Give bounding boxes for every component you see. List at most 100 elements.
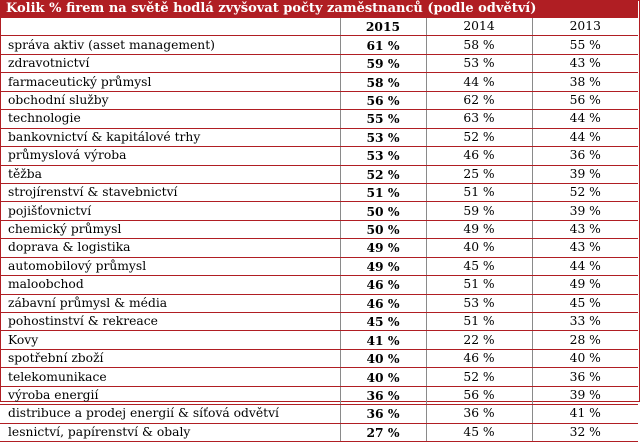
sector-cell: maloobchod xyxy=(0,275,341,295)
value-2015-cell: 53 % xyxy=(340,146,427,166)
sector-cell: lesnictví, papírenství & obaly xyxy=(0,423,341,442)
header-2014: 2014 xyxy=(426,18,533,37)
value-2013-cell: 43 % xyxy=(532,220,638,240)
sector-cell: obchodní služby xyxy=(0,91,341,111)
value-2014-cell: 51 % xyxy=(426,183,533,203)
value-2013-cell: 40 % xyxy=(532,349,638,369)
value-2015-cell: 50 % xyxy=(340,220,427,240)
table-row: spotřební zboží 40 % 46 % 40 % xyxy=(0,349,638,369)
sector-cell: strojírenství & stavebnictví xyxy=(0,183,341,203)
value-2013-cell: 44 % xyxy=(532,128,638,148)
value-2015-cell: 59 % xyxy=(340,54,427,74)
value-2014-cell: 44 % xyxy=(426,72,533,92)
value-2013-cell: 32 % xyxy=(532,423,638,442)
value-2013-cell: 49 % xyxy=(532,275,638,295)
sector-cell: chemický průmysl xyxy=(0,220,341,240)
value-2013-cell: 44 % xyxy=(532,109,638,129)
value-2015-cell: 27 % xyxy=(340,423,427,442)
value-2013-cell: 39 % xyxy=(532,165,638,184)
table-row: bankovnictví & kapitálové trhy 53 % 52 % 44… xyxy=(0,128,638,148)
value-2013-cell: 43 % xyxy=(532,238,638,258)
table-row: distribuce a prodej energií & síťová odv… xyxy=(0,404,638,424)
table-row: obchodní služby 56 % 62 % 56 % xyxy=(0,91,638,111)
value-2014-cell: 25 % xyxy=(426,165,533,184)
table-row: zábavní průmysl & média 46 % 53 % 45 % xyxy=(0,294,638,314)
header-2015: 2015 xyxy=(340,18,427,37)
sector-cell: doprava & logistika xyxy=(0,238,341,258)
value-2014-cell: 51 % xyxy=(426,312,533,332)
table-row: maloobchod 46 % 51 % 49 % xyxy=(0,275,638,295)
value-2014-cell: 46 % xyxy=(426,146,533,166)
sector-cell: telekomunikace xyxy=(0,367,341,387)
table-row: těžba 52 % 25 % 39 % xyxy=(0,165,638,184)
value-2015-cell: 41 % xyxy=(340,330,427,350)
value-2014-cell: 40 % xyxy=(426,238,533,258)
table-row: telekomunikace 40 % 52 % 36 % xyxy=(0,367,638,387)
sector-cell: zdravotnictví xyxy=(0,54,341,74)
table-row: pohostinství & rekreace 45 % 51 % 33 % xyxy=(0,312,638,332)
value-2013-cell: 43 % xyxy=(532,54,638,74)
value-2014-cell: 58 % xyxy=(426,35,533,55)
header-sector xyxy=(0,18,341,37)
value-2014-cell: 53 % xyxy=(426,294,533,314)
value-2013-cell: 55 % xyxy=(532,35,638,55)
table-row: automobilový průmysl 49 % 45 % 44 % xyxy=(0,257,638,277)
sector-cell: spotřební zboží xyxy=(0,349,341,369)
value-2013-cell: 33 % xyxy=(532,312,638,332)
value-2015-cell: 56 % xyxy=(340,91,427,111)
table-row: farmaceutický průmysl 58 % 44 % 38 % xyxy=(0,72,638,92)
value-2014-cell: 45 % xyxy=(426,423,533,442)
sector-cell: automobilový průmysl xyxy=(0,257,341,277)
value-2015-cell: 58 % xyxy=(340,72,427,92)
table-row: Kovy 41 % 22 % 28 % xyxy=(0,330,638,350)
table-row: chemický průmysl 50 % 49 % 43 % xyxy=(0,220,638,240)
value-2013-cell: 39 % xyxy=(532,201,638,221)
value-2013-cell: 45 % xyxy=(532,294,638,314)
sector-cell: těžba xyxy=(0,165,341,184)
value-2014-cell: 36 % xyxy=(426,404,533,424)
value-2015-cell: 53 % xyxy=(340,128,427,148)
value-2015-cell: 46 % xyxy=(340,275,427,295)
sector-cell: zábavní průmysl & média xyxy=(0,294,341,314)
value-2014-cell: 49 % xyxy=(426,220,533,240)
sector-table: 2015 2014 2013 správa aktiv (asset manag… xyxy=(0,18,638,442)
sector-cell: pojišťovnictví xyxy=(0,201,341,221)
value-2013-cell: 41 % xyxy=(532,404,638,424)
value-2015-cell: 49 % xyxy=(340,257,427,277)
sector-cell: správa aktiv (asset management) xyxy=(0,35,341,55)
value-2014-cell: 52 % xyxy=(426,128,533,148)
value-2014-cell: 51 % xyxy=(426,275,533,295)
value-2015-cell: 55 % xyxy=(340,109,427,129)
table-row: doprava & logistika 49 % 40 % 43 % xyxy=(0,238,638,258)
value-2015-cell: 51 % xyxy=(340,183,427,203)
value-2014-cell: 52 % xyxy=(426,367,533,387)
sector-cell: průmyslová výroba xyxy=(0,146,341,166)
table-row: průmyslová výroba 53 % 46 % 36 % xyxy=(0,146,638,166)
value-2015-cell: 49 % xyxy=(340,238,427,258)
value-2013-cell: 38 % xyxy=(532,72,638,92)
table-row: zdravotnictví 59 % 53 % 43 % xyxy=(0,54,638,74)
value-2015-cell: 52 % xyxy=(340,165,427,184)
sector-cell: Kovy xyxy=(0,330,341,350)
value-2014-cell: 22 % xyxy=(426,330,533,350)
header-row: 2015 2014 2013 xyxy=(0,18,638,37)
value-2013-cell: 52 % xyxy=(532,183,638,203)
value-2015-cell: 40 % xyxy=(340,367,427,387)
value-2014-cell: 46 % xyxy=(426,349,533,369)
value-2013-cell: 36 % xyxy=(532,367,638,387)
table-row: pojišťovnictví 50 % 59 % 39 % xyxy=(0,201,638,221)
table-row: technologie 55 % 63 % 44 % xyxy=(0,109,638,129)
sector-cell: pohostinství & rekreace xyxy=(0,312,341,332)
value-2014-cell: 45 % xyxy=(426,257,533,277)
value-2014-cell: 63 % xyxy=(426,109,533,129)
sector-cell: technologie xyxy=(0,109,341,129)
value-2014-cell: 62 % xyxy=(426,91,533,111)
value-2014-cell: 53 % xyxy=(426,54,533,74)
value-2014-cell: 59 % xyxy=(426,201,533,221)
value-2015-cell: 36 % xyxy=(340,404,427,424)
table-title: Kolik % firem na světě hodlá zvyšovat po… xyxy=(0,0,638,18)
value-2015-cell: 45 % xyxy=(340,312,427,332)
sector-cell: distribuce a prodej energií & síťová odv… xyxy=(0,404,341,424)
table-row: lesnictví, papírenství & obaly 27 % 45 % 32… xyxy=(0,423,638,442)
value-2015-cell: 46 % xyxy=(340,294,427,314)
